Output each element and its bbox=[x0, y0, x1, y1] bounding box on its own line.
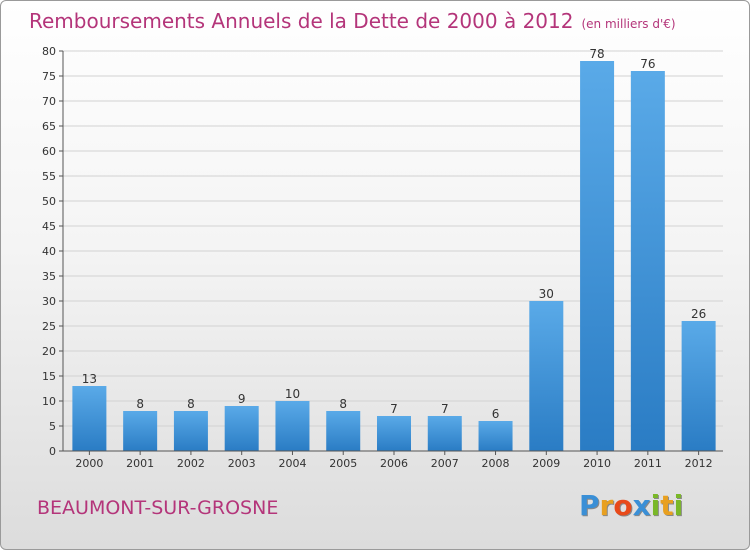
bar-2010 bbox=[580, 61, 615, 451]
value-label-2009: 30 bbox=[539, 287, 554, 301]
x-tick-label-2011: 2011 bbox=[634, 457, 662, 470]
y-tick-label: 70 bbox=[42, 95, 56, 108]
value-label-2006: 7 bbox=[390, 402, 398, 416]
value-label-2004: 10 bbox=[285, 387, 300, 401]
x-axis-ticks: 2000 2001 2002 2003 2004 2005 2006 2007 2008 2009… bbox=[75, 451, 713, 470]
grid-lines bbox=[63, 50, 723, 452]
x-tick-label-2009: 2009 bbox=[532, 457, 560, 470]
bar-2007 bbox=[427, 416, 462, 451]
chart-unit: (en milliers d'€) bbox=[581, 17, 676, 31]
x-tick-label-2001: 2001 bbox=[126, 457, 154, 470]
y-axis-ticks: 0 5 10 15 20 25 30 35 40 45 50 55 60 65 70 75 80 bbox=[42, 45, 63, 458]
chart-title: Remboursements Annuels de la Dette de 20… bbox=[29, 9, 676, 33]
y-tick-label: 75 bbox=[42, 70, 56, 83]
logo-letter: r bbox=[599, 489, 614, 522]
x-tick-label-2005: 2005 bbox=[329, 457, 357, 470]
bar-2000 bbox=[72, 386, 107, 451]
value-label-2012: 26 bbox=[691, 307, 706, 321]
bar-2006 bbox=[377, 416, 411, 451]
x-tick-label-2004: 2004 bbox=[278, 457, 306, 470]
logo-letter: P bbox=[579, 489, 600, 522]
bar-2001 bbox=[123, 411, 158, 451]
value-label-2010: 78 bbox=[589, 47, 604, 61]
logo-letter: x bbox=[632, 489, 651, 522]
y-tick-label: 65 bbox=[42, 120, 56, 133]
proxiti-logo[interactable]: Proxiti bbox=[579, 489, 683, 522]
y-tick-label: 40 bbox=[42, 245, 56, 258]
x-tick-label-2002: 2002 bbox=[177, 457, 205, 470]
y-tick-label: 80 bbox=[42, 45, 56, 58]
x-tick-label-2006: 2006 bbox=[380, 457, 408, 470]
value-label-2001: 8 bbox=[136, 397, 144, 411]
value-label-2003: 9 bbox=[238, 392, 246, 406]
value-label-2011: 76 bbox=[640, 57, 655, 71]
y-tick-label: 50 bbox=[42, 195, 56, 208]
y-tick-label: 5 bbox=[49, 420, 56, 433]
value-label-2005: 8 bbox=[339, 397, 347, 411]
y-tick-label: 20 bbox=[42, 345, 56, 358]
y-tick-label: 30 bbox=[42, 295, 56, 308]
value-label-2000: 13 bbox=[82, 372, 97, 386]
x-tick-label-2008: 2008 bbox=[482, 457, 510, 470]
y-tick-label: 15 bbox=[42, 370, 56, 383]
value-label-2002: 8 bbox=[187, 397, 195, 411]
y-tick-label: 55 bbox=[42, 170, 56, 183]
y-tick-label: 45 bbox=[42, 220, 56, 233]
value-label-2007: 7 bbox=[441, 402, 449, 416]
logo-letter: o bbox=[613, 489, 633, 522]
bar-2012 bbox=[681, 321, 716, 451]
bar-2009 bbox=[529, 301, 564, 451]
y-tick-label: 0 bbox=[49, 445, 56, 458]
x-tick-label-2012: 2012 bbox=[685, 457, 713, 470]
logo-letter: i bbox=[650, 489, 661, 522]
chart-title-text: Remboursements Annuels de la Dette de 20… bbox=[29, 9, 574, 33]
commune-name: BEAUMONT-SUR-GROSNE bbox=[37, 497, 279, 519]
bar-2008 bbox=[478, 421, 513, 451]
axes bbox=[62, 51, 723, 452]
bar-2003 bbox=[224, 406, 259, 451]
x-tick-label-2000: 2000 bbox=[75, 457, 103, 470]
y-tick-label: 10 bbox=[42, 395, 56, 408]
y-tick-label: 25 bbox=[42, 320, 56, 333]
y-tick-label: 60 bbox=[42, 145, 56, 158]
bar-2002 bbox=[173, 411, 208, 451]
bar-2005 bbox=[326, 411, 361, 451]
bar-2004 bbox=[275, 401, 310, 451]
y-tick-label: 35 bbox=[42, 270, 56, 283]
x-tick-label-2010: 2010 bbox=[583, 457, 611, 470]
logo-letter: t bbox=[660, 489, 674, 522]
logo-letter: i bbox=[673, 489, 684, 522]
x-tick-label-2007: 2007 bbox=[431, 457, 459, 470]
x-tick-label-2003: 2003 bbox=[228, 457, 256, 470]
value-label-2008: 6 bbox=[492, 407, 500, 421]
bar-2011 bbox=[630, 71, 665, 451]
